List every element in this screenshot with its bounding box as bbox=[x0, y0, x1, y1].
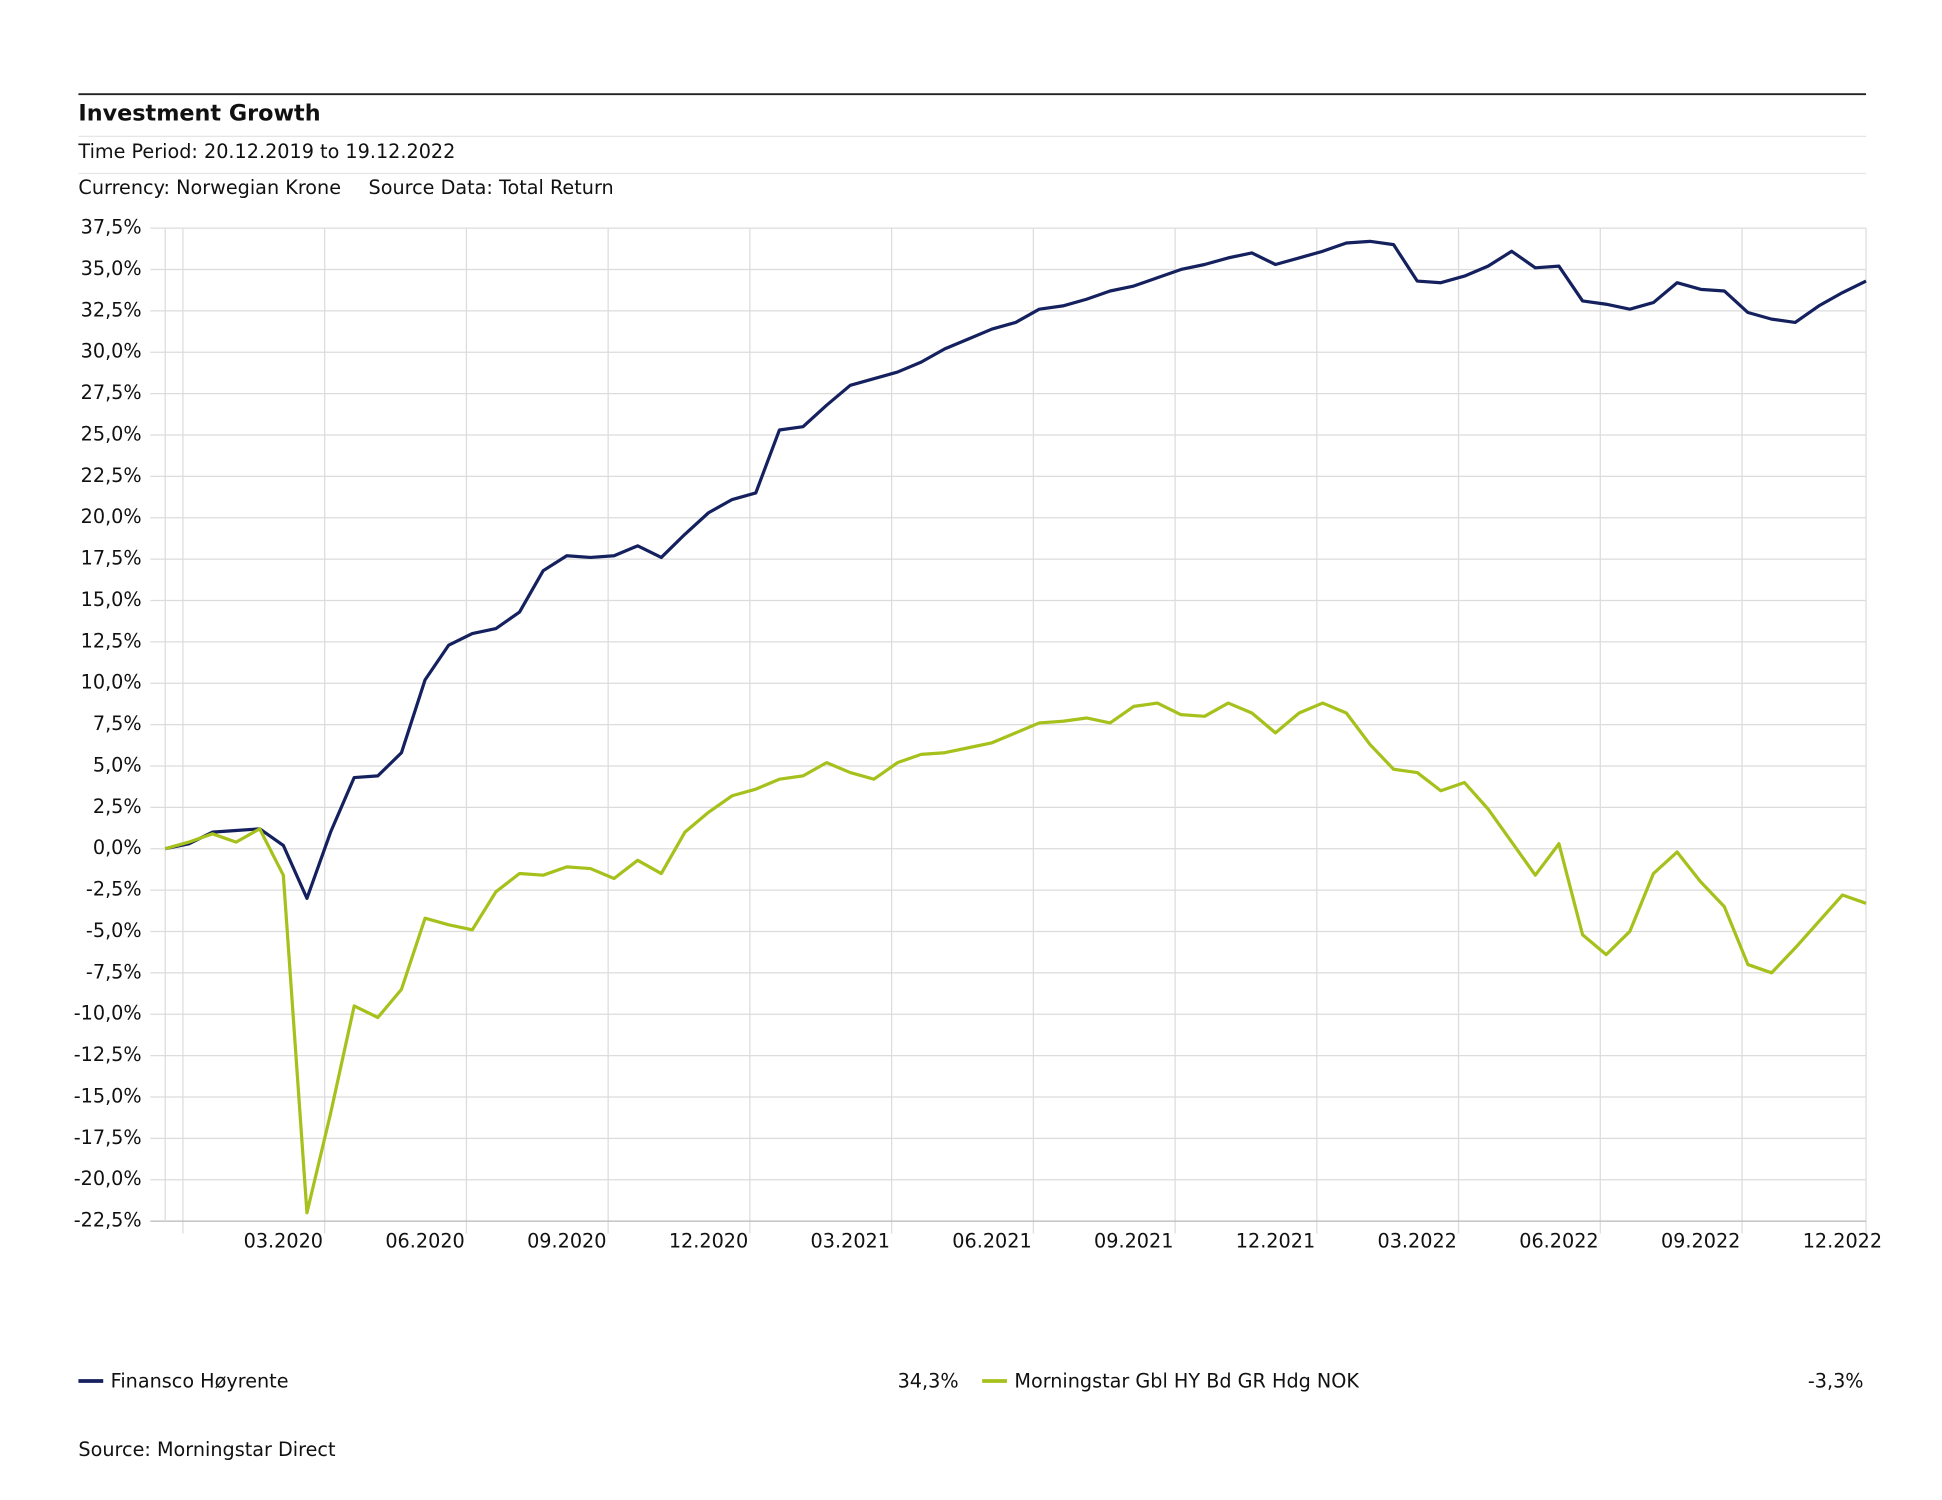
series-line bbox=[164, 701, 1867, 1215]
y-tick-label: 37,5% bbox=[81, 216, 142, 239]
y-tick-label: 2,5% bbox=[93, 795, 142, 818]
x-tick-label: 03.2020 bbox=[244, 1230, 323, 1253]
x-tick-label: 09.2021 bbox=[1094, 1230, 1173, 1253]
x-tick-label: 06.2021 bbox=[952, 1230, 1031, 1253]
chart-title: Investment Growth bbox=[78, 101, 320, 127]
series-line bbox=[164, 239, 1867, 900]
y-tick-label: -7,5% bbox=[86, 960, 142, 983]
y-tick-label: -10,0% bbox=[74, 1002, 142, 1025]
y-tick-label: 15,0% bbox=[81, 588, 142, 611]
y-tick-label: -15,0% bbox=[74, 1084, 142, 1107]
x-tick-label: 06.2020 bbox=[385, 1230, 464, 1253]
y-tick-label: 17,5% bbox=[81, 547, 142, 570]
y-tick-label: 35,0% bbox=[81, 257, 142, 280]
x-tick-label: 03.2021 bbox=[811, 1230, 890, 1253]
y-tick-label: -20,0% bbox=[74, 1167, 142, 1190]
y-tick-label: 32,5% bbox=[81, 298, 142, 321]
x-tick-label: 12.2020 bbox=[669, 1230, 748, 1253]
y-tick-label: 30,0% bbox=[81, 340, 142, 363]
subtitle: Time Period: 20.12.2019 to 19.12.2022 bbox=[77, 140, 455, 163]
y-tick-label: 7,5% bbox=[93, 712, 142, 735]
x-tick-label: 06.2022 bbox=[1519, 1230, 1598, 1253]
y-tick-label: -5,0% bbox=[86, 919, 142, 942]
source-data: Source Data: Total Return bbox=[369, 176, 614, 199]
x-tick-label: 03.2022 bbox=[1378, 1230, 1457, 1253]
x-tick-label: 12.2021 bbox=[1236, 1230, 1315, 1253]
y-tick-label: -2,5% bbox=[86, 878, 142, 901]
y-tick-label: -17,5% bbox=[74, 1126, 142, 1149]
x-tick-label: 12.2022 bbox=[1803, 1230, 1882, 1253]
source: Source: Morningstar Direct bbox=[78, 1438, 336, 1461]
y-tick-label: 0,0% bbox=[93, 836, 142, 859]
y-tick-label: 5,0% bbox=[93, 753, 142, 776]
y-tick-label: -22,5% bbox=[74, 1209, 142, 1232]
y-tick-label: 22,5% bbox=[81, 464, 142, 487]
x-tick-label: 09.2020 bbox=[527, 1230, 606, 1253]
y-tick-label: 10,0% bbox=[81, 671, 142, 694]
legend-label: Morningstar Gbl HY Bd GR Hdg NOK bbox=[1014, 1370, 1359, 1393]
y-tick-label: 20,0% bbox=[81, 505, 142, 528]
currency: Currency: Norwegian Krone bbox=[78, 176, 341, 199]
y-tick-label: 12,5% bbox=[81, 629, 142, 652]
legend-value: -3,3% bbox=[1808, 1370, 1864, 1393]
y-tick-label: -12,5% bbox=[74, 1043, 142, 1066]
x-tick-label: 09.2022 bbox=[1661, 1230, 1740, 1253]
y-tick-label: 25,0% bbox=[81, 422, 142, 445]
y-tick-label: 27,5% bbox=[81, 381, 142, 404]
legend-label: Finansco Høyrente bbox=[111, 1370, 289, 1393]
legend-value: 34,3% bbox=[898, 1370, 959, 1393]
